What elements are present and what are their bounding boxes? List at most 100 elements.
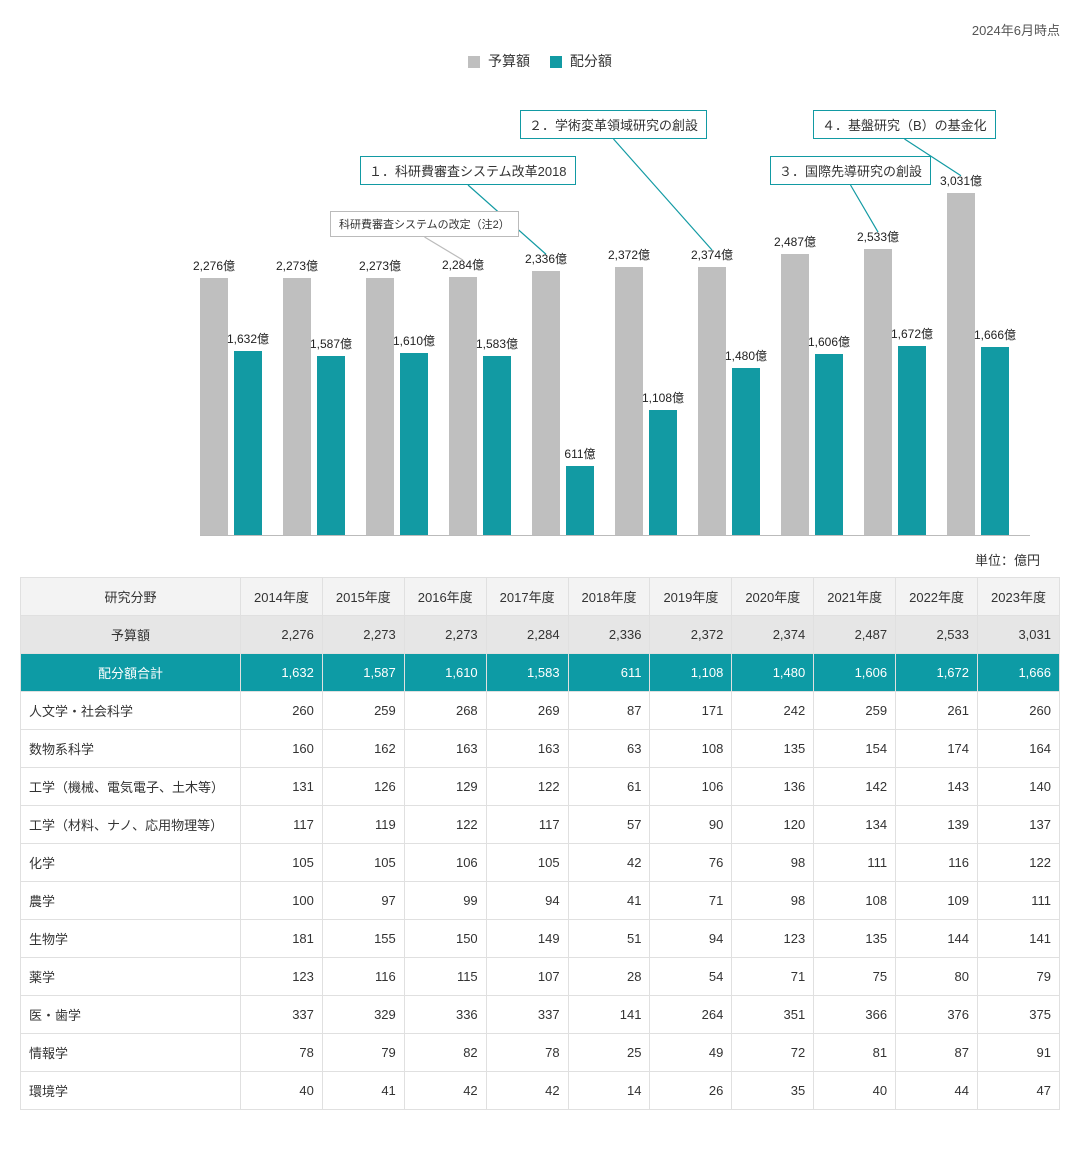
table-cell: 260 [978, 692, 1060, 730]
table-cell: 98 [732, 844, 814, 882]
table-cell: 375 [978, 996, 1060, 1034]
table-cell: 78 [241, 1034, 323, 1072]
swatch-alloc [550, 56, 562, 68]
bar-value-label: 2,372億 [599, 246, 659, 263]
table-col-header: 2021年度 [814, 578, 896, 616]
bar-budget [864, 249, 892, 535]
table-cell: 2,284 [486, 616, 568, 654]
bar-alloc [981, 347, 1009, 535]
table-col-header: 2022年度 [896, 578, 978, 616]
table-cell: 3,031 [978, 616, 1060, 654]
table-cell: 2,273 [404, 616, 486, 654]
table-cell: 47 [978, 1072, 1060, 1110]
bar-alloc [483, 356, 511, 535]
table-row-header: 化学 [21, 844, 241, 882]
table-cell: 61 [568, 768, 650, 806]
table-cell: 2,533 [896, 616, 978, 654]
bar-alloc [400, 353, 428, 535]
table-cell: 108 [814, 882, 896, 920]
table-cell: 1,610 [404, 654, 486, 692]
table-cell: 105 [486, 844, 568, 882]
table-cell: 109 [896, 882, 978, 920]
table-cell: 163 [404, 730, 486, 768]
table-row-header: 農学 [21, 882, 241, 920]
table-cell: 154 [814, 730, 896, 768]
bar-budget [532, 271, 560, 535]
table-row-header: 生物学 [21, 920, 241, 958]
table-cell: 337 [486, 996, 568, 1034]
table-cell: 116 [896, 844, 978, 882]
table-cell: 611 [568, 654, 650, 692]
bar-value-label: 2,487億 [765, 233, 825, 250]
table-cell: 100 [241, 882, 323, 920]
table-cell: 44 [896, 1072, 978, 1110]
table-cell: 41 [322, 1072, 404, 1110]
table-cell: 117 [241, 806, 323, 844]
table-cell: 72 [732, 1034, 814, 1072]
table-cell: 2,273 [322, 616, 404, 654]
table-row-header: 人文学・社会科学 [21, 692, 241, 730]
bar-alloc [732, 368, 760, 535]
table-cell: 150 [404, 920, 486, 958]
unit-note: 単位：億円 [20, 550, 1060, 569]
table-cell: 131 [241, 768, 323, 806]
table-cell: 142 [814, 768, 896, 806]
bar-value-label: 2,533億 [848, 228, 908, 245]
callout-note2: 科研費審査システムの改定（注2） [330, 211, 519, 237]
table-cell: 137 [978, 806, 1060, 844]
table-cell: 160 [241, 730, 323, 768]
table-cell: 79 [322, 1034, 404, 1072]
table-cell: 94 [650, 920, 732, 958]
table-cell: 40 [241, 1072, 323, 1110]
table-cell: 122 [978, 844, 1060, 882]
table-cell: 140 [978, 768, 1060, 806]
bar-value-label: 3,031億 [931, 172, 991, 189]
table-row: 数物系科学16016216316363108135154174164 [21, 730, 1060, 768]
table-row: 人文学・社会科学26025926826987171242259261260 [21, 692, 1060, 730]
table-cell: 337 [241, 996, 323, 1034]
table-cell: 1,632 [241, 654, 323, 692]
table-cell: 78 [486, 1034, 568, 1072]
table-cell: 51 [568, 920, 650, 958]
table-cell: 2,372 [650, 616, 732, 654]
table-cell: 329 [322, 996, 404, 1034]
bar-budget [200, 278, 228, 535]
table-cell: 1,108 [650, 654, 732, 692]
table-cell: 105 [241, 844, 323, 882]
table-cell: 81 [814, 1034, 896, 1072]
table-row: 化学105105106105427698111116122 [21, 844, 1060, 882]
table-row: 工学（材料、ナノ、応用物理等）1171191221175790120134139… [21, 806, 1060, 844]
table-row: 情報学78798278254972818791 [21, 1034, 1060, 1072]
bar-value-label: 611億 [550, 445, 610, 462]
callout-1: １．科研費審査システム改革2018 [360, 156, 576, 185]
bar-alloc [234, 351, 262, 535]
table-cell: 162 [322, 730, 404, 768]
table-cell: 115 [404, 958, 486, 996]
swatch-budget [468, 56, 480, 68]
table-cell: 42 [404, 1072, 486, 1110]
table-cell: 98 [732, 882, 814, 920]
bar-value-label: 2,273億 [350, 257, 410, 274]
table-col-header: 2017年度 [486, 578, 568, 616]
table-row: 医・歯学337329336337141264351366376375 [21, 996, 1060, 1034]
table-cell: 71 [732, 958, 814, 996]
table-cell: 2,487 [814, 616, 896, 654]
table-row-header: 医・歯学 [21, 996, 241, 1034]
table-cell: 2,276 [241, 616, 323, 654]
table-cell: 107 [486, 958, 568, 996]
table-cell: 242 [732, 692, 814, 730]
table-cell: 149 [486, 920, 568, 958]
table-cell: 1,666 [978, 654, 1060, 692]
table-cell: 268 [404, 692, 486, 730]
bar-chart: 2,276億1,632億2,273億1,587億2,273億1,610億2,28… [20, 76, 1060, 546]
table-cell: 106 [650, 768, 732, 806]
table-col-header: 2014年度 [241, 578, 323, 616]
table-col-header: 2020年度 [732, 578, 814, 616]
table-cell: 14 [568, 1072, 650, 1110]
callout-2: ２．学術変革領域研究の創設 [520, 110, 707, 139]
callout-4: ４．基盤研究（B）の基金化 [813, 110, 996, 139]
table-cell: 336 [404, 996, 486, 1034]
table-row-header: 工学（材料、ナノ、応用物理等） [21, 806, 241, 844]
table-cell: 111 [978, 882, 1060, 920]
bar-value-label: 2,336億 [516, 250, 576, 267]
